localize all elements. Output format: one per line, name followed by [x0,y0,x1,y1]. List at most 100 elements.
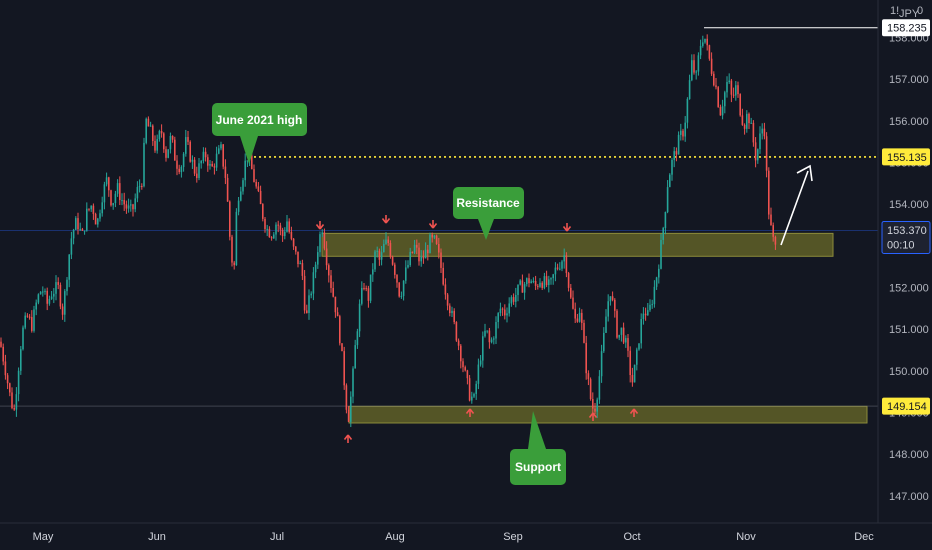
candle-body [460,345,462,362]
up-arrow-marker [343,434,353,443]
candle-body [405,267,407,281]
candle-body [721,106,724,116]
candle-body [264,218,266,230]
candle-body [134,198,136,210]
candle-body [730,80,733,95]
candle-body [352,368,354,397]
y-tick-label: 148.000 [889,449,929,461]
candle-body [622,327,625,343]
candle-body [323,232,326,249]
x-tick-label: Oct [623,531,640,543]
candle-body [92,205,95,214]
candle-body [625,338,627,343]
candle-body [383,243,385,253]
candle-body [510,297,513,304]
candle-body [374,251,376,270]
price-tag-support-bg [882,397,930,415]
candle-body [651,304,653,306]
candle-body [127,205,130,209]
candle-body [81,229,84,231]
candle-body [768,170,770,215]
candle-body [611,296,614,300]
candle-body [224,166,227,178]
time-scale[interactable] [0,523,932,550]
candle-body [394,264,396,275]
support-callout-pointer [528,411,546,449]
candle-body [105,177,108,185]
candle-body [706,38,708,46]
candle-body [125,204,128,209]
candle-body [17,370,20,395]
candle-body [418,247,420,262]
candle-body [180,166,183,173]
candle-body [493,338,495,340]
candle-body [726,82,728,93]
candle-body [550,278,552,280]
candle-body [710,58,713,74]
candle-body [453,310,455,323]
candle-body [473,393,475,397]
candle-body [334,296,337,313]
x-axis-ticks: May Jun Jul Aug Sep Oct Nov Dec [33,531,875,543]
candle-body [44,290,46,292]
candle-body [422,256,425,259]
candle-body [732,94,735,96]
markers-layer [315,215,639,443]
candle-body [147,118,150,127]
candle-body [614,299,616,311]
candle-body [211,163,213,167]
price-tag-high-label: 158.235 [887,23,927,35]
candle-body [680,130,682,135]
candle-body [281,229,284,237]
candle-body [138,186,141,188]
candle-body [303,275,306,311]
y-tick-label: 154.000 [889,199,929,211]
candle-body [15,394,18,410]
candle-body [112,203,114,206]
candle-body [629,350,631,376]
candle-body [149,125,152,127]
candle-body [306,310,308,313]
candle-body [526,278,528,285]
candle-body [255,181,257,187]
x-tick-label: Jun [148,531,166,543]
candle-body [189,141,191,162]
candle-body [330,275,332,289]
candle-body [488,330,491,343]
candle-body [99,213,101,219]
y-tick-label: 157.000 [889,74,929,86]
candle-body [468,378,471,401]
candle-body [563,255,565,262]
candle-body [347,409,350,422]
down-arrow-marker [428,220,438,229]
candle-body [770,214,772,226]
y-tick-label: 152.000 [889,283,929,295]
candle-body [400,295,403,297]
currency-prefix: 1! [890,5,899,17]
candle-body [537,285,539,287]
candle-body [581,312,583,323]
candle-body [750,122,752,124]
candle-body [345,385,348,410]
candle-body [229,201,231,237]
candle-body [110,190,112,206]
candle-body [103,184,106,203]
candle-body [429,234,431,254]
up-arrow-marker [588,412,598,421]
candle-body [475,383,477,394]
candle-body [257,186,260,191]
candle-body [68,254,70,280]
candle-body [647,310,649,316]
candle-body [600,351,603,377]
candle-body [748,113,750,124]
candle-body [664,212,667,229]
candle-body [152,125,154,141]
candle-body [358,303,361,332]
price-scale[interactable] [878,0,932,550]
candle-body [319,234,321,253]
candle-body [589,379,592,399]
resistance-zone [321,232,834,257]
candle-body [636,349,638,365]
candle-body [620,327,623,335]
